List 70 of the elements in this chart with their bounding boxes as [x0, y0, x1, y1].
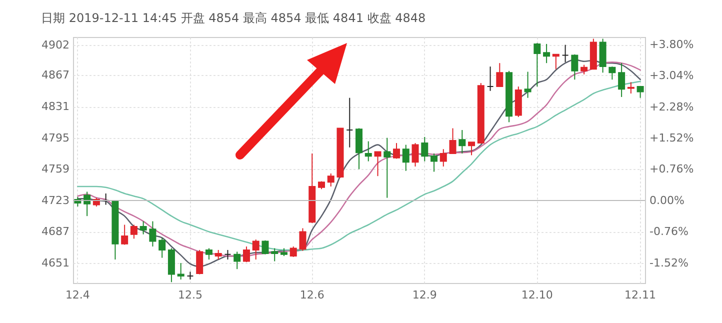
- candlestick: [214, 249, 222, 260]
- candlestick: [468, 142, 476, 156]
- candlestick: [121, 224, 128, 246]
- candlestick: [449, 128, 456, 154]
- y2-tick-label: 0.00%: [650, 194, 684, 207]
- candlestick: [421, 136, 428, 162]
- x-tick-label: 12.10: [521, 288, 553, 302]
- candlestick: [149, 220, 156, 247]
- candlestick: [242, 246, 250, 263]
- candlestick: [393, 142, 400, 160]
- candlestick: [430, 152, 438, 172]
- x-tick-label: 12.4: [65, 288, 90, 302]
- candlestick: [140, 220, 147, 235]
- y2-tick-label: +0.76%: [650, 162, 694, 176]
- x-tick-label: 12.5: [178, 288, 202, 302]
- candlestick: [252, 239, 260, 260]
- candlestick: [299, 228, 306, 252]
- candlestick: [224, 249, 232, 260]
- candlestick: [130, 224, 138, 240]
- candlestick: [496, 62, 504, 88]
- x-tick-label: 12.11: [624, 288, 656, 302]
- candlestick: [552, 54, 560, 70]
- candlestick: [234, 251, 241, 270]
- candlestick: [374, 151, 382, 177]
- chart-title: 日期 2019-12-11 14:45 开盘 4854 最高 4854 最低 4841 收盘 4848: [41, 11, 426, 25]
- candlestick: [290, 246, 297, 258]
- candlestick: [262, 240, 269, 255]
- candlestick: [346, 97, 354, 148]
- y2-tick-label: -0.76%: [650, 225, 688, 238]
- x-tick-label: 12.6: [300, 288, 324, 302]
- candlestick: [364, 140, 372, 162]
- y-tick-label: 4759: [42, 162, 70, 176]
- y2-tick-label: +2.28%: [650, 100, 694, 114]
- candlestick: [608, 66, 616, 80]
- candlestick: [384, 137, 391, 198]
- candlestick: [271, 248, 278, 262]
- y-tick-label: 4831: [42, 100, 70, 114]
- candlestick: [186, 271, 194, 280]
- candlestick: [84, 191, 91, 217]
- y2-tick-label: +1.52%: [650, 132, 694, 145]
- candlestick: [627, 82, 634, 94]
- candlestick: [356, 128, 362, 170]
- candlestick: [196, 249, 204, 275]
- y-tick-label: 4867: [42, 68, 70, 82]
- y-tick-label: 4795: [42, 131, 70, 144]
- candlestick: [177, 262, 184, 280]
- y-tick-label: 4651: [42, 256, 70, 270]
- candlestick: [636, 86, 644, 98]
- y2-tick-label: +3.80%: [650, 38, 694, 51]
- candlestick: [580, 64, 588, 75]
- candlestick: [486, 66, 494, 92]
- candlestick: [440, 148, 447, 168]
- candlestick: [534, 42, 541, 88]
- y-tick-label: 4687: [42, 225, 70, 238]
- candlestick: [618, 62, 626, 98]
- candlestick: [158, 237, 166, 258]
- y-tick-label: 4902: [42, 38, 70, 52]
- candlestick: [402, 144, 410, 172]
- candlestick: [458, 130, 466, 154]
- candlestick: [562, 44, 569, 63]
- candlestick: [327, 172, 334, 188]
- candlestick: [412, 142, 419, 168]
- x-tick-label: 12.9: [412, 288, 437, 302]
- candlestick: [524, 71, 532, 98]
- y2-tick-label: -1.52%: [650, 256, 688, 270]
- candlestick: [543, 43, 550, 64]
- y2-tick-label: +3.04%: [650, 69, 694, 82]
- candlestick: [205, 248, 212, 260]
- y-tick-label: 4723: [42, 194, 70, 207]
- candlestick: [571, 54, 578, 80]
